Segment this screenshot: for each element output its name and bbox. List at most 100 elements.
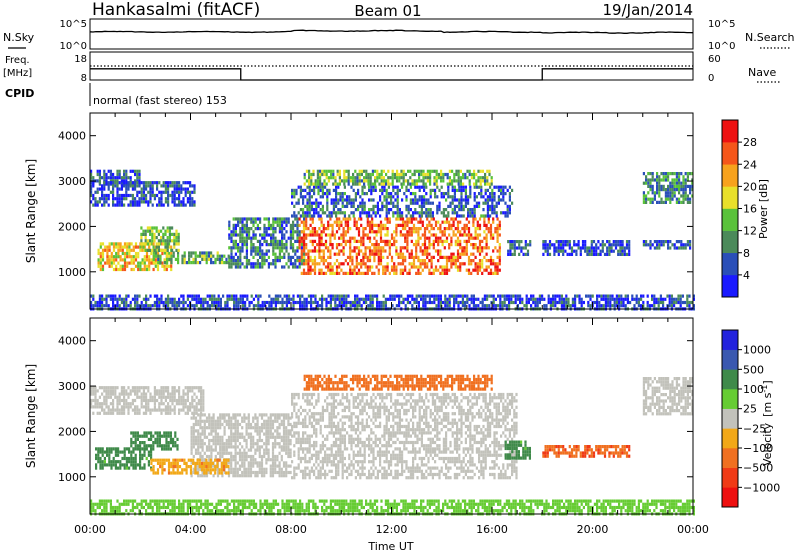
data-cell: [170, 261, 173, 265]
data-cell: [498, 262, 501, 266]
data-cell: [467, 271, 471, 275]
data-cell: [160, 236, 163, 240]
data-cell: [421, 252, 424, 256]
data-cell: [105, 181, 108, 185]
data-cell: [212, 413, 215, 417]
data-cell: [492, 249, 495, 253]
data-cell: [116, 411, 119, 415]
data-cell: [396, 179, 399, 183]
data-cell: [366, 259, 369, 263]
data-cell: [252, 217, 255, 221]
data-cell: [353, 268, 356, 272]
data-cell: [445, 255, 449, 259]
data-cell: [313, 271, 317, 275]
data-cell: [580, 304, 583, 308]
data-cell: [195, 386, 198, 390]
data-cell: [513, 249, 516, 253]
data-cell: [427, 211, 430, 215]
data-cell: [138, 176, 141, 180]
data-cell: [461, 262, 464, 266]
data-cell: [404, 236, 407, 240]
data-cell: [354, 192, 357, 196]
data-cell: [367, 304, 370, 308]
data-cell: [439, 255, 442, 259]
data-cell: [171, 408, 174, 412]
data-cell: [410, 265, 413, 269]
data-cell: [360, 239, 363, 243]
data-cell: [153, 181, 156, 185]
data-cell: [346, 255, 350, 259]
data-cell: [368, 239, 372, 243]
data-cell: [338, 243, 341, 247]
data-cell: [250, 262, 253, 266]
data-cell: [443, 230, 446, 234]
data-cell: [310, 188, 313, 192]
data-cell: [112, 197, 115, 201]
data-cell: [147, 203, 150, 207]
data-cell: [131, 197, 134, 201]
data-cell: [559, 246, 563, 250]
data-cell: [107, 193, 110, 198]
data-cell: [336, 172, 339, 177]
data-cell: [214, 435, 217, 439]
data-cell: [401, 233, 405, 237]
data-cell: [463, 227, 466, 231]
data-cell: [662, 178, 665, 182]
data-cell: [90, 398, 93, 403]
data-cell: [514, 300, 517, 305]
data-cell: [149, 411, 152, 415]
data-cell: [352, 182, 355, 186]
data-cell: [241, 246, 244, 250]
data-cell: [544, 240, 547, 244]
data-cell: [190, 254, 193, 258]
data-cell: [138, 389, 141, 393]
data-cell: [153, 386, 156, 390]
data-cell: [136, 294, 139, 298]
data-cell: [449, 201, 452, 205]
data-cell: [310, 201, 313, 205]
data-cell: [121, 264, 124, 268]
data-cell: [296, 217, 299, 221]
data-cell: [227, 442, 231, 446]
data-cell: [267, 233, 270, 237]
data-cell: [574, 294, 577, 298]
data-cell: [123, 179, 126, 183]
data-cell: [633, 304, 636, 308]
data-cell: [476, 268, 479, 272]
data-cell: [426, 262, 429, 266]
data-cell: [158, 389, 161, 393]
data-cell: [167, 193, 170, 198]
data-cell: [499, 297, 502, 301]
data-cell: [378, 182, 381, 186]
data-cell: [272, 243, 275, 247]
data-cell: [462, 198, 465, 202]
data-cell: [423, 233, 427, 237]
data-cell: [197, 413, 200, 417]
data-cell: [330, 201, 333, 205]
data-cell: [201, 429, 204, 433]
data-cell: [397, 223, 400, 227]
data-cell: [274, 300, 277, 305]
data-cell: [302, 227, 306, 231]
data-cell: [621, 252, 624, 256]
data-cell: [103, 402, 106, 406]
data-cell: [660, 172, 663, 176]
data-cell: [442, 195, 445, 199]
data-cell: [302, 255, 306, 259]
data-cell: [281, 239, 284, 243]
data-cell: [408, 227, 411, 231]
data-cell: [508, 297, 511, 301]
data-cell: [422, 176, 425, 180]
data-cell: [232, 255, 235, 259]
data-cell: [294, 249, 297, 253]
data-cell: [136, 405, 139, 409]
data-cell: [194, 254, 197, 258]
data-cell: [525, 304, 528, 308]
data-cell: [239, 239, 242, 243]
data-cell: [292, 227, 295, 231]
data-cell: [511, 188, 514, 192]
data-cell: [502, 188, 505, 192]
data-cell: [675, 246, 678, 250]
data-cell: [192, 261, 195, 265]
data-cell: [660, 243, 663, 247]
